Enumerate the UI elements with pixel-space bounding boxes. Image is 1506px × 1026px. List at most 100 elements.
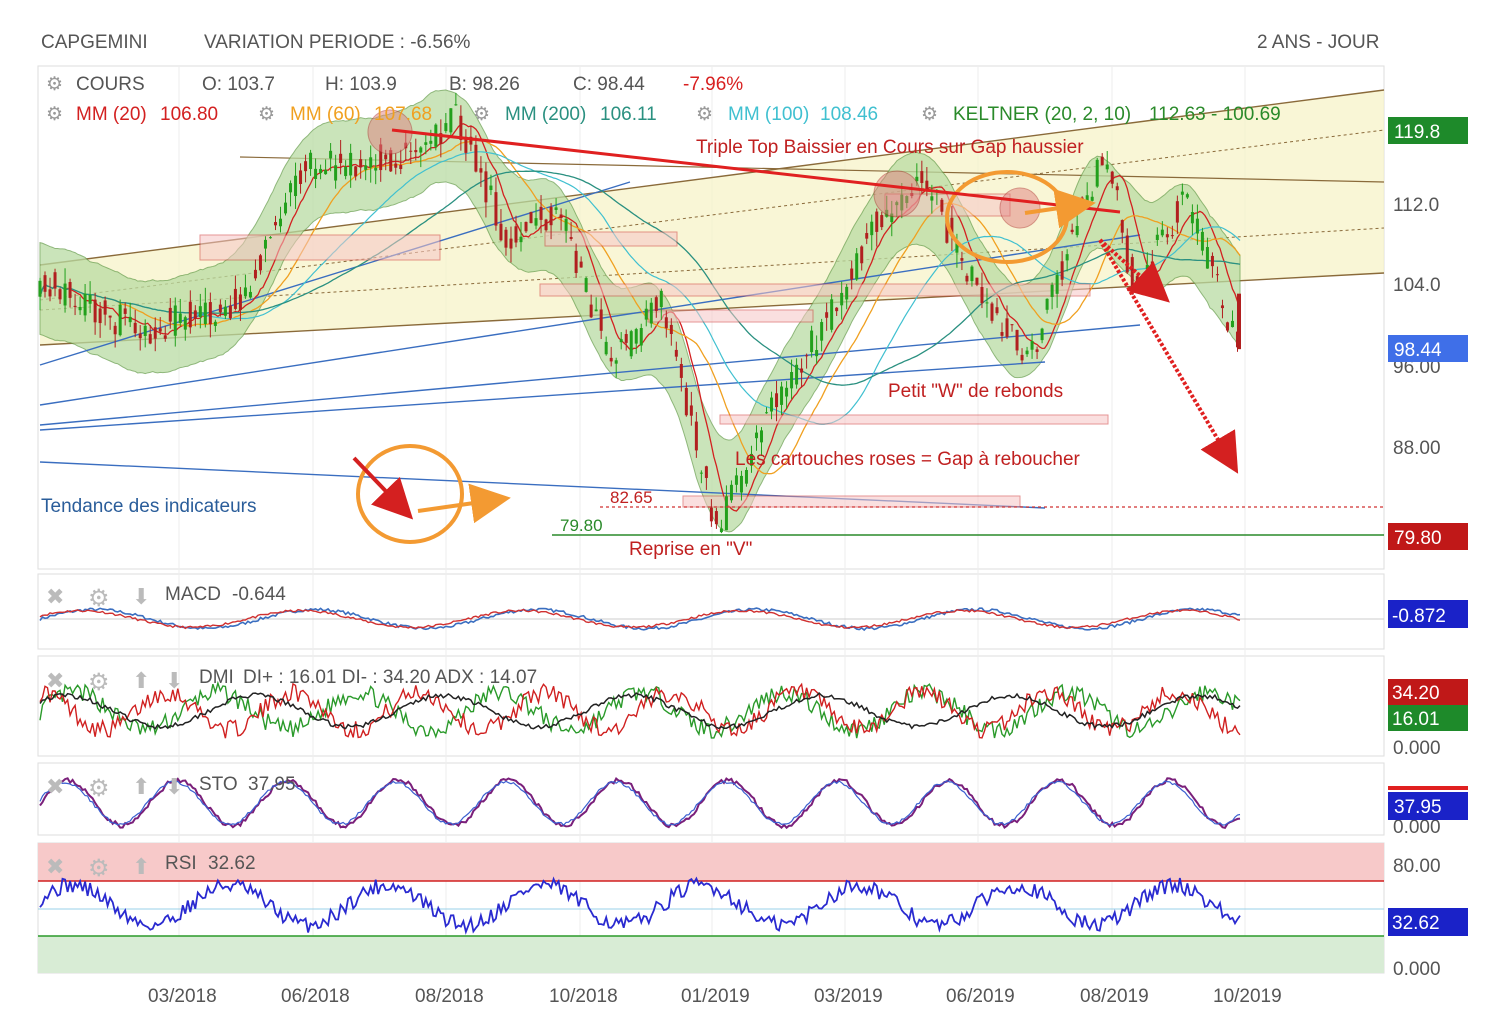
candle-body bbox=[880, 215, 884, 228]
gap-box-1 bbox=[544, 231, 678, 247]
arrow-down-icon[interactable]: ⬇ bbox=[165, 668, 183, 693]
dmi-values: DI+ : 16.01 DI- : 34.20 ADX : 14.07 bbox=[243, 667, 537, 688]
candle-body bbox=[1055, 275, 1059, 294]
rsi-tick-80: 80.00 bbox=[1393, 856, 1441, 877]
badge-top: 119.8 bbox=[1394, 122, 1440, 143]
candle-body bbox=[399, 165, 403, 170]
sto-k-line bbox=[39, 777, 1241, 830]
candle-body bbox=[1005, 318, 1009, 337]
candle-body bbox=[334, 165, 338, 181]
gap-box-3 bbox=[647, 309, 814, 323]
price-tick-96: 96.00 bbox=[1393, 357, 1441, 378]
close-icon[interactable]: ✖ bbox=[46, 584, 64, 609]
candle-body bbox=[1000, 332, 1004, 336]
candle-body bbox=[1105, 164, 1109, 170]
candle-body bbox=[664, 317, 668, 329]
candle-body bbox=[454, 104, 458, 106]
candle-body bbox=[760, 430, 764, 443]
candle-body bbox=[644, 308, 648, 320]
candle-body bbox=[524, 221, 528, 232]
candle-body bbox=[494, 192, 498, 226]
candle-body bbox=[1195, 218, 1199, 234]
candle-body bbox=[193, 310, 197, 320]
candle-body bbox=[850, 268, 854, 280]
candle-body bbox=[835, 307, 839, 312]
candle-last bbox=[1237, 293, 1241, 350]
candle-body bbox=[890, 213, 894, 223]
legend-open: O: 103.7 bbox=[202, 74, 275, 95]
arrow-up-icon[interactable]: ⬆ bbox=[132, 854, 150, 879]
candle-body bbox=[389, 150, 393, 172]
candle-body bbox=[1060, 261, 1064, 280]
candle-body bbox=[569, 237, 573, 239]
candle-body bbox=[724, 496, 728, 531]
arrow-down-icon[interactable]: ⬇ bbox=[165, 774, 183, 799]
gear-icon[interactable]: ⚙ bbox=[46, 74, 63, 95]
candle-body bbox=[319, 168, 323, 174]
candle-body bbox=[123, 308, 127, 314]
candle-body bbox=[188, 301, 192, 328]
candle-body bbox=[354, 166, 358, 177]
candle-body bbox=[1225, 322, 1229, 331]
gear-icon[interactable]: ⚙ bbox=[88, 855, 110, 882]
price-plot bbox=[38, 89, 1385, 536]
close-icon[interactable]: ✖ bbox=[46, 854, 64, 879]
candle-body bbox=[304, 161, 308, 172]
sto-badge-bg bbox=[1388, 792, 1468, 820]
candle-body bbox=[349, 152, 353, 176]
legend-mm20-label: MM (20) bbox=[76, 104, 147, 125]
candle-body bbox=[795, 364, 799, 385]
candle-body bbox=[324, 169, 328, 175]
x-label-5: 03/2019 bbox=[814, 986, 883, 1007]
candle-body bbox=[1210, 255, 1214, 267]
arrow-down-icon[interactable]: ⬇ bbox=[132, 584, 150, 609]
gear-icon[interactable]: ⚙ bbox=[473, 104, 490, 125]
x-label-7: 08/2019 bbox=[1080, 986, 1149, 1007]
close-icon[interactable]: ✖ bbox=[46, 668, 64, 693]
candle-body bbox=[1220, 305, 1224, 309]
candle-body bbox=[509, 238, 513, 249]
candle-body bbox=[329, 150, 333, 159]
red-arrow-short bbox=[1098, 238, 1170, 303]
arrow-up-icon[interactable]: ⬆ bbox=[132, 668, 150, 693]
candle-body bbox=[785, 387, 789, 397]
candle-body bbox=[544, 219, 548, 231]
candle-body bbox=[514, 226, 518, 243]
candle-body bbox=[489, 185, 493, 191]
candle-body bbox=[48, 289, 52, 297]
candle-body bbox=[584, 278, 588, 292]
candle-body bbox=[409, 150, 413, 152]
candle-body bbox=[684, 387, 688, 416]
gear-icon[interactable]: ⚙ bbox=[88, 669, 110, 696]
sto-label: STO bbox=[199, 774, 238, 795]
annotation-cartouches: Les cartouches roses = Gap à reboucher bbox=[735, 449, 1081, 470]
gear-icon[interactable]: ⚙ bbox=[88, 585, 110, 612]
candle-body bbox=[1125, 235, 1129, 273]
candle-body bbox=[284, 202, 288, 214]
gear-icon[interactable]: ⚙ bbox=[696, 104, 713, 125]
candle-body bbox=[279, 218, 283, 227]
top-circle-2 bbox=[873, 170, 921, 218]
candle-body bbox=[228, 305, 232, 319]
candle-body bbox=[168, 307, 172, 322]
candle-body bbox=[985, 302, 989, 304]
candle-body bbox=[1120, 220, 1124, 233]
candle-body bbox=[1050, 284, 1054, 297]
gear-icon[interactable]: ⚙ bbox=[258, 104, 275, 125]
candle-body bbox=[634, 329, 638, 344]
legend-keltner-label: KELTNER (20, 2, 10) bbox=[953, 104, 1131, 125]
dmi-plus-line bbox=[39, 680, 1241, 739]
gear-icon[interactable]: ⚙ bbox=[46, 104, 63, 125]
close-icon[interactable]: ✖ bbox=[46, 774, 64, 799]
candle-body bbox=[654, 297, 658, 311]
candle-body bbox=[810, 330, 814, 353]
gear-icon[interactable]: ⚙ bbox=[88, 775, 110, 802]
period-selector[interactable]: 2 ANS - JOUR bbox=[1257, 32, 1380, 53]
arrow-up-icon[interactable]: ⬆ bbox=[132, 774, 150, 799]
gear-icon[interactable]: ⚙ bbox=[921, 104, 938, 125]
candle-body bbox=[549, 206, 553, 226]
candle-body bbox=[1155, 234, 1159, 241]
candle-body bbox=[499, 223, 503, 241]
rsi-badge-bg bbox=[1388, 908, 1468, 936]
